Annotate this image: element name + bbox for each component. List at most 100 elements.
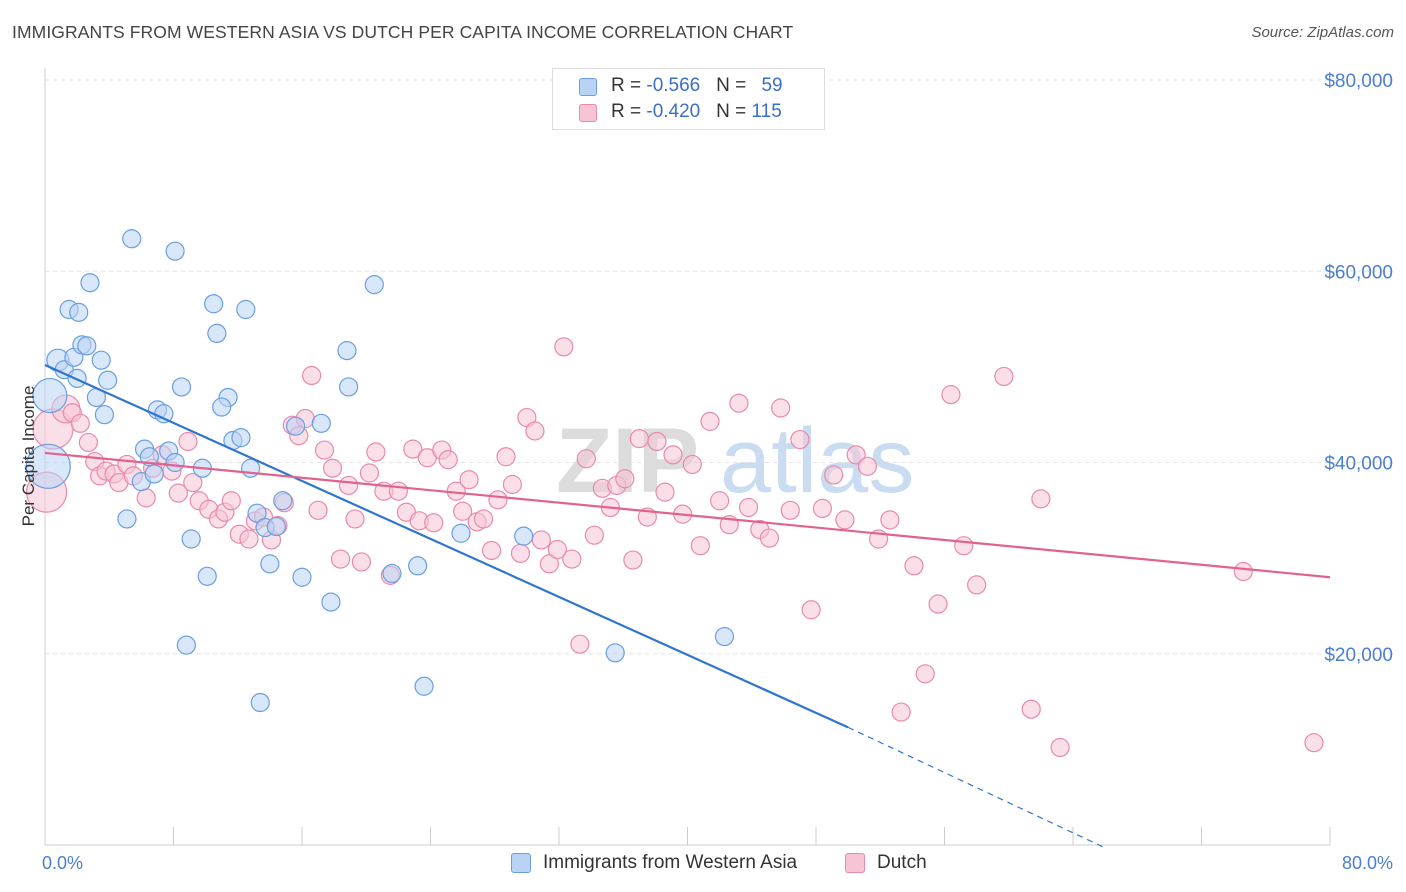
y-axis-label: Per Capita Income — [19, 386, 38, 527]
dutch-point — [510, 543, 531, 563]
western-asia-point — [285, 416, 306, 436]
western-asia-point — [266, 516, 286, 537]
dutch-point — [359, 463, 380, 483]
y-tick-label: $60,000 — [1324, 262, 1393, 283]
western-asia-point — [77, 336, 97, 356]
legend-r-value: -0.420 — [646, 101, 701, 122]
western-asia-point — [321, 592, 341, 612]
dutch-point — [690, 536, 710, 556]
dutch-points — [26, 337, 1324, 758]
tick-labels: $20,000 $40,000 $60,000 $80,000 0.0% 80.0% Per… — [19, 71, 1393, 873]
western-asia-point — [197, 566, 217, 586]
dutch-point — [502, 474, 523, 495]
western-asia-point — [32, 377, 68, 414]
dutch-point — [790, 429, 810, 450]
legend-r-label: R = — [611, 75, 647, 96]
legend-n-value: 115 — [751, 101, 782, 122]
western-asia-point — [451, 523, 471, 543]
western-asia-point — [260, 554, 280, 574]
watermark: ZIP atlas — [556, 410, 914, 512]
western-asia-point — [181, 529, 201, 549]
dutch-point — [570, 634, 590, 654]
western-asia-point — [207, 323, 227, 344]
dutch-point — [615, 469, 635, 489]
dutch-point — [496, 447, 516, 467]
dutch-point — [1050, 737, 1070, 758]
western-asia-point — [311, 413, 331, 433]
dutch-point — [302, 365, 322, 386]
dutch-point — [967, 575, 987, 595]
dutch-point — [351, 552, 372, 572]
dutch-point — [801, 600, 821, 620]
western-asia-point — [165, 241, 185, 261]
bottom-legend-swatch-pink — [845, 853, 865, 873]
dutch-point — [1021, 699, 1041, 719]
western-asia-point — [714, 626, 735, 647]
legend-n-value: 59 — [761, 75, 783, 96]
western-asia-point — [514, 526, 534, 546]
western-asia-trend-extension — [847, 726, 1106, 849]
dutch-point — [525, 421, 545, 441]
dutch-point — [136, 488, 156, 508]
western-asia-point — [408, 556, 428, 576]
dutch-point — [623, 550, 643, 570]
dutch-point — [473, 509, 494, 529]
dutch-point — [655, 482, 675, 502]
dutch-point — [1304, 733, 1324, 753]
y-tick-label: $80,000 — [1324, 71, 1393, 92]
dutch-point — [531, 530, 551, 550]
dutch-point — [584, 525, 604, 545]
dutch-point — [547, 539, 567, 560]
dutch-point — [857, 456, 878, 476]
dutch-point — [915, 664, 935, 684]
western-asia-point — [364, 275, 384, 295]
dutch-point — [322, 458, 343, 478]
x-tick-label-max: 80.0% — [1342, 853, 1393, 873]
dutch-point — [824, 465, 844, 485]
dutch-point — [239, 529, 259, 549]
dutch-point — [835, 510, 855, 530]
western-asia-point — [80, 273, 100, 293]
western-asia-point — [176, 635, 196, 655]
legend-swatch-blue — [579, 78, 597, 96]
chart-title: IMMIGRANTS FROM WESTERN ASIA VS DUTCH PE… — [12, 22, 794, 42]
western-asia-point — [250, 692, 270, 713]
dutch-point — [941, 385, 961, 405]
dutch-point — [771, 398, 791, 418]
dutch-point — [710, 491, 730, 511]
dutch-point — [453, 501, 473, 521]
dutch-point — [576, 449, 596, 469]
bottom-legend-swatch-blue — [511, 853, 531, 873]
dutch-point — [1031, 489, 1051, 509]
western-asia-point — [337, 341, 357, 361]
dutch-point — [438, 450, 458, 470]
dutch-point — [1233, 561, 1253, 582]
western-asia-point — [247, 503, 267, 523]
western-asia-point — [382, 563, 402, 584]
dutch-point — [345, 509, 365, 529]
dutch-point — [682, 454, 702, 475]
western-asia-point — [69, 302, 89, 322]
dutch-point — [729, 393, 749, 413]
western-asia-point — [171, 377, 192, 397]
dutch-point — [314, 440, 335, 460]
dutch-trend-line — [44, 451, 1331, 579]
western-asia-points — [25, 229, 735, 713]
dutch-point — [954, 536, 974, 556]
dutch-point — [891, 702, 911, 722]
western-asia-point — [231, 428, 251, 448]
y-tick-label: $40,000 — [1324, 454, 1393, 475]
western-asia-point — [117, 509, 137, 529]
western-asia-point — [91, 350, 111, 370]
y-tick-label: $20,000 — [1324, 645, 1393, 666]
dutch-point — [629, 428, 649, 449]
bottom-legend-label: Dutch — [877, 852, 927, 873]
dutch-point — [221, 491, 241, 511]
legend-r-value: -0.566 — [646, 75, 701, 96]
dutch-point — [846, 445, 866, 465]
western-asia-point — [236, 299, 256, 320]
dutch-point — [539, 554, 559, 574]
western-asia-point — [204, 294, 224, 314]
western-asia-trend-line — [44, 363, 849, 729]
